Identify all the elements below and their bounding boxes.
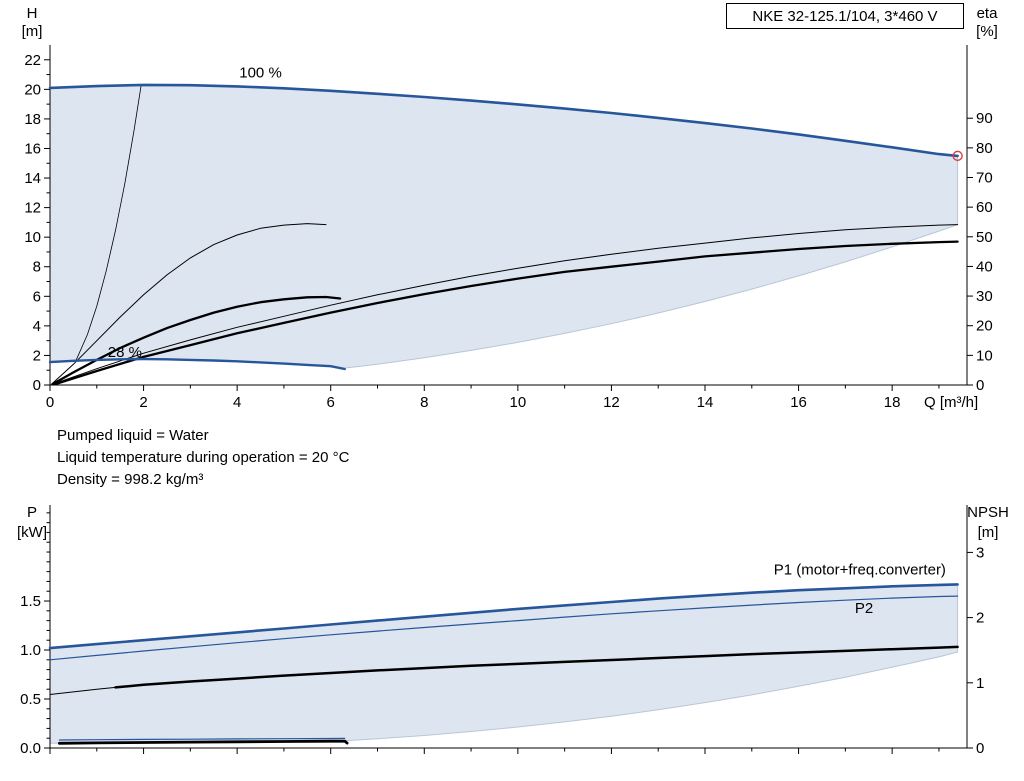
x-axis-title: Q [m³/h] xyxy=(924,394,978,411)
right-tick-label: 80 xyxy=(976,140,993,157)
series-p-min-speed-thick xyxy=(58,739,349,745)
x-tick-label: 8 xyxy=(420,394,428,411)
curve-label: 100 % xyxy=(239,65,282,82)
left-tick-label: 0 xyxy=(33,377,41,394)
series-eta-long-thick xyxy=(53,240,959,386)
x-tick-label: 10 xyxy=(510,394,527,411)
right-tick-label: 2 xyxy=(976,610,984,627)
right-tick-label: 70 xyxy=(976,170,993,187)
axes xyxy=(49,45,968,386)
x-tick-label: 2 xyxy=(139,394,147,411)
x-tick-label: 18 xyxy=(884,394,901,411)
pump-model-box: NKE 32-125.1/104, 3*460 V xyxy=(726,3,964,29)
left-tick-label: 1.5 xyxy=(20,593,41,610)
right-tick-label: 50 xyxy=(976,229,993,246)
x-tick-label: 6 xyxy=(327,394,335,411)
axes xyxy=(49,505,968,749)
left-tick-label: 20 xyxy=(24,81,41,98)
curve-label: P1 (motor+freq.converter) xyxy=(774,562,946,579)
x-tick-label: 12 xyxy=(603,394,620,411)
left-tick-label: 0.0 xyxy=(20,740,41,757)
left-axis-title: P xyxy=(27,504,37,521)
tick-labels: 0 2 4 6 8 10 12 14 16 18 0 2 4 6 8 10 12 14 16 18 20 22 0 10 20 3… xyxy=(22,5,999,411)
series-speed-100-curve xyxy=(48,83,959,158)
info-line-pumped-liquid: Pumped liquid = Water xyxy=(57,427,209,444)
left-tick-label: 8 xyxy=(33,259,41,276)
series-affinity-left-boundary xyxy=(75,84,142,362)
left-tick-label: 6 xyxy=(33,288,41,305)
right-axis-title: [%] xyxy=(976,23,998,40)
left-tick-label: 0.5 xyxy=(20,691,41,708)
right-tick-label: 10 xyxy=(976,347,993,364)
series-speed-28-curve xyxy=(48,357,346,371)
right-axis-title: [m] xyxy=(978,524,999,541)
left-axis-title: [kW] xyxy=(17,524,47,541)
series-npsh-thin-lead xyxy=(49,686,116,695)
left-tick-label: 1.0 xyxy=(20,642,41,659)
curve-label: 28 % xyxy=(108,344,142,361)
duty-point-marker xyxy=(952,150,963,162)
right-tick-label: 30 xyxy=(976,288,993,305)
right-tick-label: 0 xyxy=(976,740,984,757)
left-tick-label: 14 xyxy=(24,170,41,187)
right-tick-label: 1 xyxy=(976,675,984,692)
left-tick-label: 16 xyxy=(24,140,41,157)
hq-chart: 0 2 4 6 8 10 12 14 16 18 0 2 4 6 8 10 12 14 16 18 20 22 0 10 20 3… xyxy=(22,5,999,411)
left-axis-title: H xyxy=(27,5,38,22)
power-chart: 0.0 0.5 1.0 1.5 0 1 2 3 P [kW] NPSH [m] P1 (motor+fr… xyxy=(17,504,1009,757)
right-tick-label: 60 xyxy=(976,199,993,216)
right-tick-label: 90 xyxy=(976,110,993,127)
left-axis-title: [m] xyxy=(22,23,43,40)
x-tick-label: 4 xyxy=(233,394,241,411)
right-tick-label: 0 xyxy=(976,377,984,394)
right-tick-label: 40 xyxy=(976,258,993,275)
series-p-min-speed-thin xyxy=(58,737,346,741)
info-line-density: Density = 998.2 kg/m³ xyxy=(57,471,204,488)
info-line-temperature: Liquid temperature during operation = 20… xyxy=(57,449,350,466)
series-eta-short-thin xyxy=(51,223,327,384)
left-tick-label: 18 xyxy=(24,111,41,128)
series-p2-curve xyxy=(49,595,959,661)
x-tick-label: 0 xyxy=(46,394,54,411)
series-npsh-curve xyxy=(114,645,959,689)
left-tick-label: 4 xyxy=(33,318,41,335)
right-tick-label: 3 xyxy=(976,544,984,561)
series-eta-short-thick xyxy=(51,295,342,386)
series-p1-curve xyxy=(48,583,959,650)
left-tick-label: 12 xyxy=(24,200,41,217)
x-tick-label: 16 xyxy=(790,394,807,411)
right-axis-title: NPSH xyxy=(967,504,1009,521)
operating-range-envelope xyxy=(49,84,959,369)
left-tick-label: 2 xyxy=(33,347,41,364)
curve-label: P2 xyxy=(855,600,873,617)
x-tick-label: 14 xyxy=(697,394,714,411)
tick-labels: 0.0 0.5 1.0 1.5 0 1 2 3 P [kW] NPSH [m] xyxy=(17,504,1009,757)
left-tick-label: 10 xyxy=(24,229,41,246)
liquid-info-block: Pumped liquid = Water Liquid temperature… xyxy=(57,425,349,491)
right-axis-title: eta xyxy=(977,5,999,22)
left-tick-label: 22 xyxy=(24,52,41,69)
right-tick-label: 20 xyxy=(976,318,993,335)
series-eta-long-thin xyxy=(54,224,959,384)
